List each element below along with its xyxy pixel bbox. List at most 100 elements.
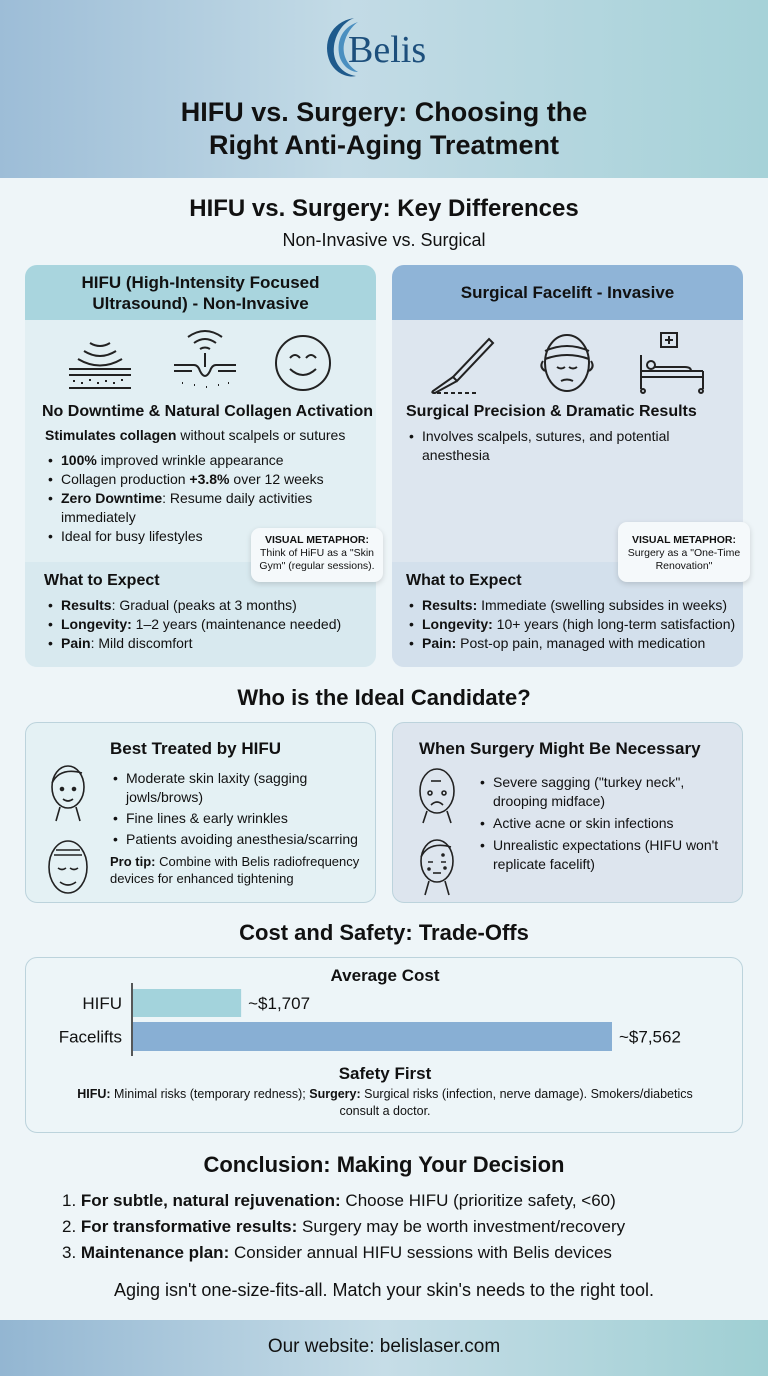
- differences-title: HIFU vs. Surgery: Key Differences: [189, 195, 579, 222]
- bullet-bold: Results:: [422, 597, 478, 613]
- safety-hifu-text: Minimal risks (temporary redness);: [110, 1087, 310, 1101]
- surgery-metaphor-callout: VISUAL METAPHOR: Surgery as a "One-Time …: [618, 522, 750, 582]
- cost-title: Cost and Safety: Trade-Offs: [239, 920, 529, 945]
- surgery-candidate-card: When Surgery Might Be Necessary Severe s…: [392, 722, 743, 903]
- bullet-text: Ideal for busy lifestyles: [61, 528, 203, 544]
- hifu-card-header: HIFU (High-Intensity Focused Ultrasound)…: [25, 265, 376, 320]
- bar-facelifts: [133, 1022, 612, 1051]
- bullet-text: 1–2 years (maintenance needed): [131, 616, 342, 632]
- scalpel-icon: [431, 337, 495, 395]
- hospital-bed-icon: [640, 332, 704, 394]
- bullet-text: over 12 weeks: [229, 471, 324, 487]
- surgery-expect-title: What to Expect: [406, 572, 522, 589]
- bullet-bold: Pain:: [422, 635, 457, 651]
- surgery-expect-list: Results: Immediate (swelling subsides in…: [406, 596, 743, 653]
- item-bold: For transformative results:: [80, 1217, 298, 1236]
- metaphor-title: VISUAL METAPHOR:: [264, 534, 370, 546]
- hifu-intro-rest: without scalpels or sutures: [176, 427, 346, 443]
- bullet-bold: Pain: [61, 635, 91, 651]
- hifu-expect-list: Results: Gradual (peaks at 3 months) Lon…: [45, 596, 375, 653]
- bullet-bold: Results: [61, 597, 112, 613]
- list-item: Involves scalpels, sutures, and potentia…: [406, 427, 706, 465]
- list-item: Zero Downtime: Resume daily activities i…: [45, 489, 335, 527]
- bar-hifu: [133, 989, 242, 1017]
- surgery-candidate-title: When Surgery Might Be Necessary: [419, 739, 701, 758]
- bullet-text: Patients avoiding anesthesia/scarring: [126, 831, 358, 847]
- pro-tip-label: Pro tip:: [110, 854, 156, 869]
- logo-swoosh-icon: [327, 18, 358, 77]
- item-text: Consider annual HIFU sessions with Belis…: [229, 1243, 612, 1262]
- data-label: ~$1,707: [248, 994, 310, 1013]
- list-item: Results: Gradual (peaks at 3 months): [45, 596, 375, 615]
- bullet-text: Severe sagging ("turkey neck", drooping …: [493, 774, 685, 809]
- list-item: Ideal for busy lifestyles: [45, 527, 335, 546]
- item-bold: For subtle, natural rejuvenation:: [80, 1191, 341, 1210]
- metaphor-title: VISUAL METAPHOR:: [631, 534, 737, 546]
- metaphor-text: Surgery as a "One-Time Renovation": [627, 547, 741, 572]
- list-item: Longevity: 1–2 years (maintenance needed…: [45, 615, 375, 634]
- safety-title: Safety First: [338, 1064, 432, 1083]
- bullet-text: Active acne or skin infections: [493, 815, 674, 831]
- surgery-card: Surgical Facelift - Invasive Surgical Pr…: [392, 265, 743, 667]
- list-item: 100% improved wrinkle appearance: [45, 451, 335, 470]
- bullet-text: Unrealistic expectations (HIFU won't rep…: [493, 837, 719, 872]
- list-item: Severe sagging ("turkey neck", drooping …: [477, 773, 727, 811]
- bullet-text: Involves scalpels, sutures, and potentia…: [422, 428, 670, 463]
- hifu-candidate-title: Best Treated by HIFU: [110, 739, 281, 758]
- list-item: Patients avoiding anesthesia/scarring: [110, 830, 370, 849]
- header-banner: Belis HIFU vs. Surgery: Choosing the Rig…: [0, 0, 768, 178]
- hifu-card: HIFU (High-Intensity Focused Ultrasound)…: [25, 265, 376, 667]
- acne-face-icon: [420, 839, 454, 896]
- data-label: ~$7,562: [619, 1028, 681, 1047]
- bullet-text: : Mild discomfort: [90, 635, 193, 651]
- bullet-bold: 100%: [61, 452, 97, 468]
- conclusion-title: Conclusion: Making Your Decision: [203, 1152, 565, 1177]
- bullet-text: 10+ years (high long-term satisfaction): [492, 616, 736, 632]
- category-label: Facelifts: [59, 1028, 122, 1047]
- bullet-bold: Longevity:: [61, 616, 132, 632]
- cost-bar-chart: HIFU ~$1,707 Facelifts ~$7,562: [59, 983, 681, 1056]
- conclusion-item: 3. Maintenance plan: Consider annual HIF…: [62, 1240, 742, 1266]
- website-link[interactable]: Our website: belislaser.com: [267, 1336, 501, 1357]
- hifu-expect-title: What to Expect: [44, 572, 160, 589]
- bullet-text: : Gradual (peaks at 3 months): [111, 597, 297, 613]
- bullet-text: Moderate skin laxity (sagging jowls/brow…: [126, 770, 308, 805]
- hifu-intro-bold: Stimulates collagen: [45, 427, 177, 443]
- young-face-icon: [51, 765, 85, 822]
- list-item: Longevity: 10+ years (high long-term sat…: [406, 615, 743, 634]
- hifu-bullets: 100% improved wrinkle appearance Collage…: [45, 451, 335, 546]
- pro-tip-text: Combine with Belis radiofrequency device…: [110, 854, 360, 886]
- conclusion-list: 1. For subtle, natural rejuvenation: Cho…: [62, 1188, 742, 1266]
- hifu-metaphor-callout: VISUAL METAPHOR: Think of HiFU as a "Ski…: [251, 528, 383, 582]
- list-item: Results: Immediate (swelling subsides in…: [406, 596, 743, 615]
- surgery-card-header: Surgical Facelift - Invasive: [392, 265, 743, 320]
- list-item: Collagen production +3.8% over 12 weeks: [45, 470, 335, 489]
- bullet-text: Post-op pain, managed with medication: [456, 635, 706, 651]
- smiley-face-icon: [275, 335, 331, 391]
- surgery-bullets: Involves scalpels, sutures, and potentia…: [406, 427, 706, 465]
- list-item: Moderate skin laxity (sagging jowls/brow…: [110, 769, 370, 807]
- footer: Our website: belislaser.com: [0, 1320, 768, 1376]
- list-item: Unrealistic expectations (HIFU won't rep…: [477, 836, 727, 874]
- list-item: Active acne or skin infections: [477, 814, 727, 833]
- bandaged-face-icon: [540, 334, 594, 392]
- chart-title: Average Cost: [330, 966, 440, 985]
- surgery-heading: Surgical Precision & Dramatic Results: [406, 403, 697, 420]
- category-label: HIFU: [82, 994, 122, 1013]
- conclusion-item: 1. For subtle, natural rejuvenation: Cho…: [62, 1188, 742, 1214]
- surgery-candidate-bullets: Severe sagging ("turkey neck", drooping …: [477, 773, 727, 874]
- bullet-text: : Resume daily activities immediately: [61, 490, 313, 525]
- safety-surgery-text: Surgical risks (infection, nerve damage)…: [339, 1087, 693, 1118]
- pro-tip: Pro tip: Combine with Belis radiofrequen…: [110, 853, 372, 887]
- elderly-face-icon: [48, 840, 88, 894]
- bullet-text: Collagen production: [61, 471, 190, 487]
- item-number: 3.: [62, 1243, 77, 1262]
- list-item: Fine lines & early wrinkles: [110, 809, 370, 828]
- bullet-text: improved wrinkle appearance: [96, 452, 284, 468]
- item-number: 1.: [62, 1191, 77, 1210]
- differences-subtitle: Non-Invasive vs. Surgical: [282, 230, 486, 250]
- hifu-candidate-bullets: Moderate skin laxity (sagging jowls/brow…: [110, 769, 370, 849]
- bullet-bold: Zero Downtime: [61, 490, 163, 506]
- brand-logo: Belis: [322, 14, 452, 80]
- logo-text: Belis: [348, 29, 427, 71]
